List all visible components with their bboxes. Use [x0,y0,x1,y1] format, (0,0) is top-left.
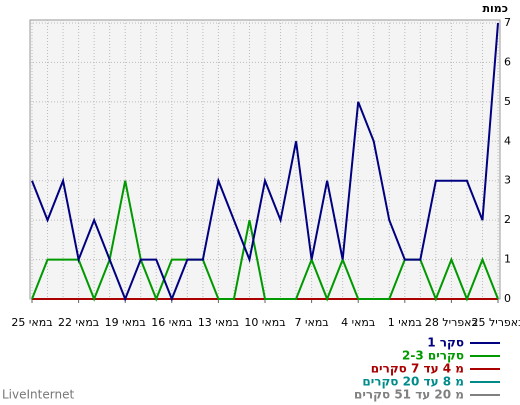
y-tick-label: 1 [504,253,511,266]
x-tick-label: 13 במאי [198,316,239,329]
y-tick-label: 7 [504,16,511,29]
y-tick-label: 0 [504,292,511,305]
x-tick-label: 22 במאי [58,316,99,329]
x-tick-label: 10 במאי [244,316,285,329]
y-tick-label: 4 [504,134,511,147]
x-tick-label: 25 באפריל [471,316,520,329]
x-tick-label: 7 במאי [295,316,329,329]
x-tick-label: 4 במאי [341,316,375,329]
legend-label: מ 4 עד 7 סקרים [371,362,464,376]
y-tick-label: 6 [504,55,511,68]
x-tick-label: 25 במאי [11,316,52,329]
y-axis-title: כמות [483,2,508,15]
footer: LiveInternet [2,388,74,402]
y-tick-label: 2 [504,213,511,226]
x-tick-label: 28 באפריל [425,316,478,329]
legend-label: 2-3 סקרים [402,349,464,363]
x-tick-label: 16 במאי [151,316,192,329]
legend-label: מ 20 עד 51 סקרים [354,388,464,402]
legend-label: מ 8 עד 20 סקרים [362,375,464,389]
legend-label: סקר 1 [427,336,464,350]
y-tick-label: 5 [504,95,511,108]
x-tick-label: 1 במאי [388,316,422,329]
series-line [31,22,499,302]
y-tick-label: 3 [504,174,511,187]
x-tick-label: 19 במאי [105,316,146,329]
